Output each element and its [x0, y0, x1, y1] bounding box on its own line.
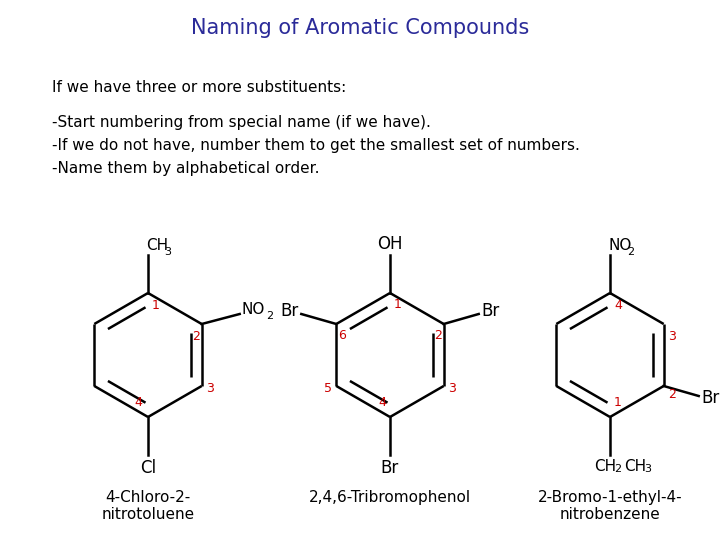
- Text: 4: 4: [134, 396, 142, 409]
- Text: OH: OH: [377, 235, 402, 253]
- Text: 3: 3: [164, 247, 171, 257]
- Text: 2-Bromo-1-ethyl-4-
nitrobenzene: 2-Bromo-1-ethyl-4- nitrobenzene: [538, 490, 683, 522]
- Text: 2: 2: [434, 329, 441, 342]
- Text: 2: 2: [667, 388, 675, 401]
- Text: 4: 4: [614, 299, 622, 312]
- Text: 3: 3: [667, 330, 675, 343]
- Text: -If we do not have, number them to get the smallest set of numbers.: -If we do not have, number them to get t…: [52, 138, 580, 153]
- Text: Br: Br: [280, 302, 298, 320]
- Text: 2: 2: [192, 330, 199, 343]
- Text: 2: 2: [627, 247, 634, 257]
- Text: 4-Chloro-2-
nitrotoluene: 4-Chloro-2- nitrotoluene: [102, 490, 194, 522]
- Text: 3: 3: [206, 382, 214, 395]
- Text: 3: 3: [644, 464, 651, 474]
- Text: 4: 4: [378, 396, 386, 409]
- Text: CH: CH: [594, 459, 616, 474]
- Text: 3: 3: [448, 382, 456, 395]
- Text: NO: NO: [608, 238, 631, 253]
- Text: 6: 6: [338, 329, 346, 342]
- Text: If we have three or more substituents:: If we have three or more substituents:: [52, 80, 346, 95]
- Text: Br: Br: [482, 302, 500, 320]
- Text: 2: 2: [614, 464, 621, 474]
- Text: -Name them by alphabetical order.: -Name them by alphabetical order.: [52, 161, 320, 176]
- Text: 1: 1: [152, 299, 160, 312]
- Text: 2: 2: [266, 311, 273, 321]
- Text: CH: CH: [146, 238, 168, 253]
- Text: 1: 1: [394, 298, 402, 311]
- Text: -Start numbering from special name (if we have).: -Start numbering from special name (if w…: [52, 115, 431, 130]
- Text: Naming of Aromatic Compounds: Naming of Aromatic Compounds: [191, 18, 529, 38]
- Text: CH: CH: [624, 459, 646, 474]
- Text: Br: Br: [702, 389, 720, 407]
- Text: 1: 1: [614, 396, 622, 409]
- Text: 5: 5: [324, 382, 333, 395]
- Text: 2,4,6-Tribromophenol: 2,4,6-Tribromophenol: [309, 490, 471, 505]
- Text: Cl: Cl: [140, 459, 156, 477]
- Text: NO: NO: [242, 302, 265, 318]
- Text: Br: Br: [381, 459, 399, 477]
